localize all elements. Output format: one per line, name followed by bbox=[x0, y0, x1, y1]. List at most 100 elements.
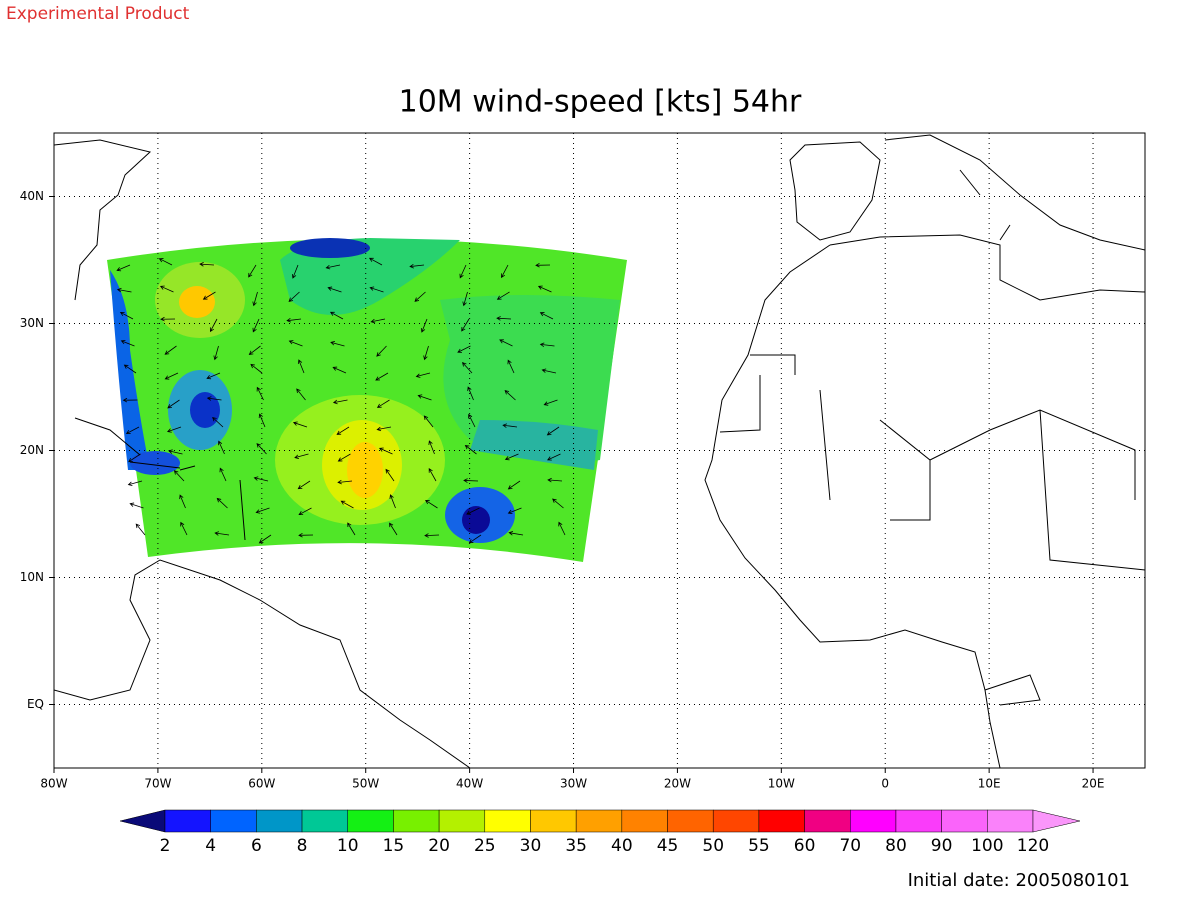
coastlines bbox=[54, 134, 1145, 768]
colorbar-label: 40 bbox=[611, 836, 633, 856]
wind-arrow bbox=[122, 397, 138, 403]
wind-arrow bbox=[209, 318, 218, 333]
wind-arrow bbox=[462, 291, 468, 307]
map-area bbox=[54, 133, 1145, 768]
wind-arrow bbox=[332, 366, 347, 374]
wind-arrow bbox=[125, 426, 140, 434]
initial-date: Initial date: 2005080101 bbox=[908, 870, 1130, 891]
wind-arrow bbox=[496, 291, 510, 300]
wind-arrow bbox=[298, 532, 314, 538]
wind-arrow bbox=[389, 522, 398, 536]
wind-arrow bbox=[424, 533, 440, 538]
grid bbox=[54, 133, 1145, 768]
wind-arrow bbox=[558, 521, 566, 536]
wind-arrow bbox=[459, 264, 467, 279]
wind-arrow bbox=[547, 453, 561, 461]
lat-tick-label: 10N bbox=[20, 570, 44, 584]
colorbar-box bbox=[850, 809, 897, 833]
field-patch bbox=[470, 420, 598, 470]
wind-arrow bbox=[547, 477, 563, 483]
wind-arrow bbox=[368, 257, 383, 266]
lon-tick-label: 0 bbox=[881, 777, 889, 791]
colorbar-label: 8 bbox=[297, 836, 308, 856]
colorbar-box bbox=[301, 809, 348, 833]
colorbar-box bbox=[530, 809, 577, 833]
map-title: 10M wind-speed [kts] 54hr bbox=[399, 85, 802, 120]
wind-arrow bbox=[206, 396, 222, 401]
colorbar-label: 45 bbox=[657, 836, 679, 856]
colorbar-box bbox=[712, 809, 760, 833]
wind-arrow bbox=[296, 388, 306, 401]
wind-arrow bbox=[507, 359, 515, 374]
wind-arrow bbox=[166, 426, 182, 433]
colorbar-label: 60 bbox=[794, 836, 816, 856]
product-label: Experimental Product bbox=[6, 4, 190, 24]
wind-arrow bbox=[462, 362, 473, 374]
wind-arrow bbox=[127, 480, 143, 487]
wind-arrow bbox=[128, 453, 141, 463]
colorbar-label: 20 bbox=[428, 836, 450, 856]
colorbar-label: 120 bbox=[1017, 836, 1049, 856]
lon-tick-label: 40W bbox=[456, 777, 483, 791]
colorbar-box bbox=[667, 809, 714, 833]
wind-arrow bbox=[376, 426, 392, 432]
wind-arrow bbox=[414, 291, 426, 302]
wind-arrow bbox=[116, 264, 131, 272]
lon-tick-label: 10W bbox=[768, 777, 795, 791]
lon-tick-label: 60W bbox=[248, 777, 275, 791]
wind-arrow bbox=[378, 447, 393, 455]
colorbar-label: 2 bbox=[160, 836, 171, 856]
wind-arrow bbox=[213, 345, 219, 361]
lon-tick-label: 80W bbox=[40, 777, 67, 791]
wind-arrow bbox=[541, 368, 557, 374]
wind-arrow bbox=[248, 345, 261, 355]
coast-europe bbox=[884, 134, 1145, 251]
wind-arrow bbox=[463, 478, 479, 483]
wind-arrow bbox=[258, 413, 266, 428]
wind-arrow bbox=[168, 449, 183, 455]
wind-arrow bbox=[288, 340, 303, 347]
wind-arrow bbox=[461, 318, 470, 332]
field-patch bbox=[179, 286, 215, 318]
wind-arrow bbox=[467, 386, 474, 401]
wind-arrow bbox=[199, 262, 215, 267]
field-patch bbox=[190, 392, 220, 428]
colorbar-box bbox=[804, 809, 851, 833]
wind-arrow bbox=[116, 287, 132, 293]
colorbar-upper bbox=[1032, 809, 1081, 833]
wind-arrow bbox=[507, 507, 522, 515]
wind-arrow bbox=[409, 263, 425, 269]
wind-arrow bbox=[173, 470, 185, 482]
colorbar-box bbox=[895, 809, 942, 833]
wind-arrows bbox=[116, 257, 566, 544]
wind-arrow bbox=[179, 494, 186, 509]
colorbar-box bbox=[256, 809, 303, 833]
colorbar-box bbox=[575, 809, 623, 833]
wind-arrow bbox=[286, 318, 302, 323]
wind-arrow bbox=[428, 440, 435, 455]
lon-tick-label: 50W bbox=[352, 777, 379, 791]
colorbar-label: 55 bbox=[748, 836, 770, 856]
field-patch bbox=[130, 451, 180, 475]
wind-arrow bbox=[468, 534, 482, 544]
wind-arrow bbox=[423, 415, 434, 428]
field-patch bbox=[462, 506, 490, 534]
wind-arrow bbox=[297, 480, 311, 490]
wind-arrow bbox=[537, 285, 552, 293]
wind-arrow bbox=[218, 440, 225, 455]
coast-caribbean bbox=[74, 417, 246, 541]
lon-tick-label: 70W bbox=[144, 777, 171, 791]
wind-arrow bbox=[292, 421, 308, 428]
wind-arrow bbox=[337, 453, 351, 462]
wind-arrow bbox=[325, 264, 341, 270]
wind-arrow bbox=[539, 312, 554, 320]
wind-arrow bbox=[158, 258, 173, 266]
wind-arrow bbox=[425, 499, 438, 509]
wind-arrow bbox=[543, 399, 558, 406]
wind-arrow bbox=[164, 372, 179, 380]
wind-arrow bbox=[539, 342, 555, 348]
wind-arrow bbox=[501, 264, 509, 279]
colorbar: 2 4 6 8 10 15 20 25 30 35 40 45 50 55 60 70 80 90 100 120 bbox=[119, 809, 1081, 856]
colorbar-box bbox=[621, 809, 668, 833]
